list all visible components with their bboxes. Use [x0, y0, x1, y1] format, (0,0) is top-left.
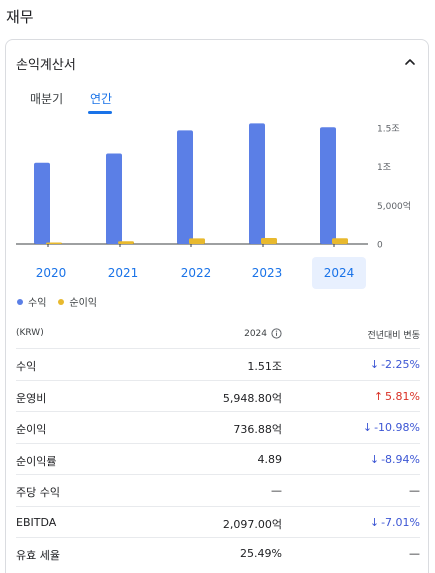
info-icon[interactable]	[271, 328, 282, 339]
revenue-bar-2024[interactable]	[320, 127, 336, 244]
table-row: 주당 수익 — —	[16, 474, 420, 506]
arrow-down-icon: ↓	[369, 452, 380, 466]
row-label: 순이익률	[16, 454, 57, 468]
collapse-button[interactable]	[402, 54, 418, 70]
table-row: 운영비 5,948.80억 ↑ 5.81%	[16, 379, 420, 412]
row-change: —	[409, 547, 420, 560]
year-header-label: 2024	[244, 328, 267, 339]
row-change-text: —	[409, 484, 420, 497]
y-tick-label: 1.5조	[377, 125, 400, 135]
arrow-down-icon: ↓	[369, 358, 380, 371]
row-label: 유효 세율	[16, 549, 60, 562]
row-change-text: —	[409, 547, 420, 560]
tab-annual[interactable]: 연간	[90, 92, 113, 106]
financials-table: (KRW) 2024 전년대비 변동 수익 1.51조 ↓ -2.25% 운영비 5,94…	[16, 320, 420, 569]
y-tick-label: 0	[377, 241, 383, 251]
row-change: ↓ -8.94%	[370, 453, 420, 466]
income-statement-card: 손익계산서 매분기 연간 0 5,000억 1조 1.5조 2020 2021 2022 2…	[5, 39, 429, 573]
net-income-bar-2022[interactable]	[189, 238, 205, 244]
chart-legend: 수익 순이익	[17, 294, 109, 309]
y-tick-label: 5,000억	[377, 200, 411, 212]
row-label: EBITDA	[16, 515, 57, 529]
row-value: 1.51조	[247, 360, 282, 373]
row-change-text: -7.01%	[381, 515, 420, 529]
row-value: 25.49%	[240, 547, 282, 560]
row-change-text: 5.81%	[385, 389, 420, 403]
row-change: ↓ -2.25%	[370, 358, 420, 371]
revenue-bar-2022[interactable]	[177, 130, 193, 244]
row-value: —	[271, 484, 282, 497]
net-income-bar-2021[interactable]	[118, 241, 134, 244]
change-header: 전년대비 변동	[367, 331, 420, 341]
card-title: 손익계산서	[16, 58, 76, 73]
table-row: 수익 1.51조 ↓ -2.25%	[16, 348, 420, 380]
year-header: 2024	[244, 328, 282, 339]
row-label: 수익	[16, 360, 37, 373]
row-change: ↑ 5.81%	[374, 390, 420, 403]
table-row: 순이익 736.88억 ↓ -10.98%	[16, 411, 420, 443]
row-change: ↓ -10.98%	[363, 421, 420, 434]
year-button-2022[interactable]: 2022	[180, 266, 212, 280]
arrow-up-icon: ↑	[373, 389, 384, 403]
row-change-text: -8.94%	[381, 452, 420, 466]
table-row: 유효 세율 25.49% —	[16, 537, 420, 569]
row-value: 2,097.00억	[222, 517, 282, 531]
arrow-down-icon: ↓	[369, 515, 380, 529]
row-label: 순이익	[16, 423, 47, 436]
revenue-bar-2020[interactable]	[34, 162, 50, 244]
row-label: 주당 수익	[16, 486, 60, 499]
legend-item-revenue: 수익	[17, 294, 46, 309]
table-row: 순이익률 4.89 ↓ -8.94%	[16, 442, 420, 475]
row-value: 5,948.80억	[222, 391, 282, 405]
year-button-2020[interactable]: 2020	[35, 266, 67, 280]
table-body: 수익 1.51조 ↓ -2.25% 운영비 5,948.80억 ↑ 5.81% 순이익 736.8…	[16, 348, 420, 569]
legend-label-revenue: 수익	[28, 298, 47, 309]
row-value: 736.88억	[233, 423, 282, 436]
tab-quarterly[interactable]: 매분기	[30, 92, 64, 106]
revenue-bar-2021[interactable]	[106, 153, 122, 244]
row-change-text: -2.25%	[381, 358, 420, 371]
row-value: 4.89	[257, 452, 283, 466]
row-change-text: -10.98%	[374, 421, 420, 434]
year-button-2021[interactable]: 2021	[107, 266, 139, 280]
y-tick-label: 1조	[377, 163, 391, 173]
legend-dot-net-income	[58, 298, 65, 305]
row-change: ↓ -7.01%	[370, 516, 420, 529]
year-button-2023[interactable]: 2023	[251, 266, 283, 280]
arrow-down-icon: ↓	[362, 421, 373, 434]
legend-dot-revenue	[17, 298, 23, 305]
currency-header: (KRW)	[16, 328, 44, 338]
active-tab-indicator	[88, 111, 112, 114]
revenue-chart: 0 5,000억 1조 1.5조	[16, 123, 411, 251]
legend-item-net-income: 순이익	[58, 294, 97, 309]
row-label: 운영비	[16, 391, 47, 405]
table-header: (KRW) 2024 전년대비 변동	[16, 320, 420, 348]
section-title: 재무	[6, 8, 34, 26]
legend-label-net-income: 순이익	[69, 298, 98, 309]
net-income-bar-2023[interactable]	[261, 237, 277, 244]
chevron-up-icon	[405, 59, 415, 65]
table-row: EBITDA 2,097.00억 ↓ -7.01%	[16, 505, 420, 538]
revenue-bar-2023[interactable]	[249, 123, 265, 244]
row-change: —	[409, 484, 420, 497]
net-income-bar-2020[interactable]	[46, 242, 62, 245]
net-income-bar-2024[interactable]	[332, 238, 348, 244]
year-button-2024[interactable]: 2024	[312, 257, 366, 289]
